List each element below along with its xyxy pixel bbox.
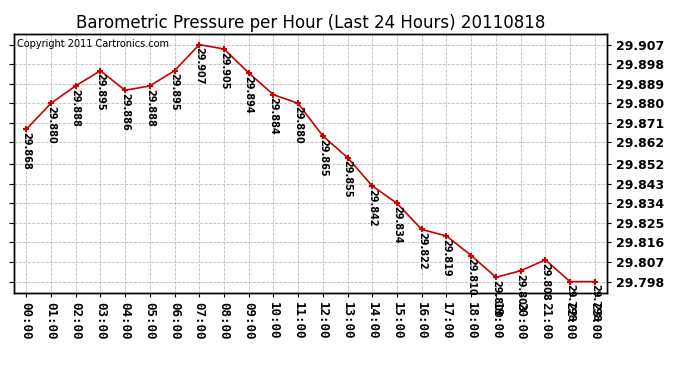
Text: 29.868: 29.868: [21, 132, 31, 170]
Text: 29.865: 29.865: [318, 139, 328, 176]
Text: 29.808: 29.808: [540, 262, 551, 300]
Text: 29.855: 29.855: [343, 160, 353, 198]
Text: 29.888: 29.888: [70, 89, 81, 127]
Text: 29.842: 29.842: [367, 189, 377, 226]
Text: 29.798: 29.798: [565, 284, 575, 322]
Text: 29.884: 29.884: [268, 98, 278, 135]
Text: 29.880: 29.880: [46, 106, 56, 144]
Text: 29.907: 29.907: [195, 47, 204, 85]
Text: 29.888: 29.888: [145, 89, 155, 127]
Text: 29.800: 29.800: [491, 280, 501, 318]
Text: 29.905: 29.905: [219, 52, 229, 89]
Text: 29.798: 29.798: [590, 284, 600, 322]
Text: 29.895: 29.895: [95, 74, 106, 111]
Text: 29.822: 29.822: [417, 232, 426, 270]
Text: 29.895: 29.895: [170, 74, 179, 111]
Text: Copyright 2011 Cartronics.com: Copyright 2011 Cartronics.com: [17, 39, 169, 49]
Text: 29.834: 29.834: [392, 206, 402, 244]
Text: 29.810: 29.810: [466, 258, 476, 296]
Text: 29.880: 29.880: [293, 106, 303, 144]
Text: 29.894: 29.894: [244, 76, 254, 113]
Text: 29.819: 29.819: [442, 239, 451, 276]
Title: Barometric Pressure per Hour (Last 24 Hours) 20110818: Barometric Pressure per Hour (Last 24 Ho…: [76, 14, 545, 32]
Text: 29.803: 29.803: [515, 273, 526, 311]
Text: 29.886: 29.886: [120, 93, 130, 131]
